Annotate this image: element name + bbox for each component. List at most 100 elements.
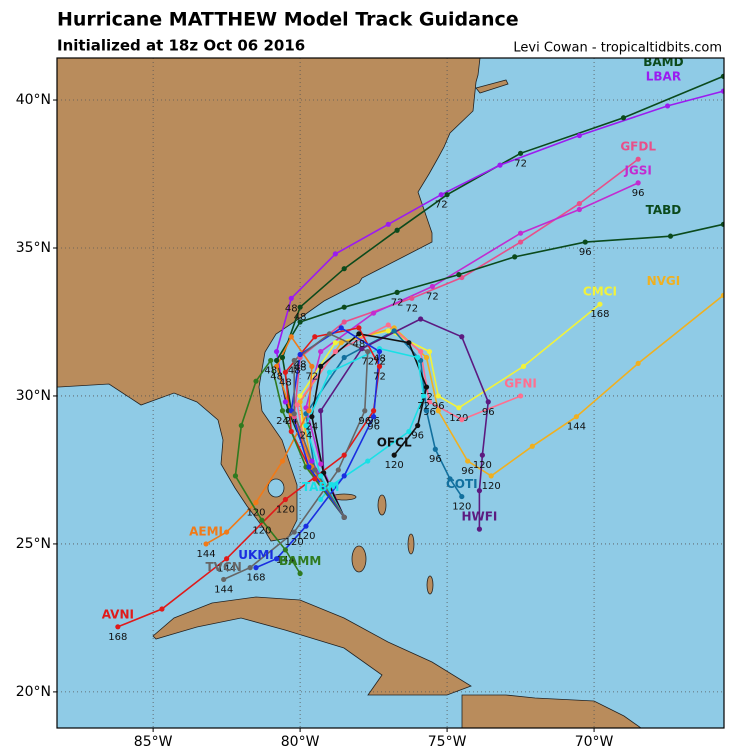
track-point <box>720 292 724 298</box>
forecast-hour: 72 <box>391 297 404 308</box>
track-point <box>297 319 303 325</box>
track-point <box>312 467 318 473</box>
track-point <box>370 408 377 414</box>
track-point <box>253 378 259 384</box>
track-point <box>115 624 121 630</box>
track-point <box>359 346 365 352</box>
track-point <box>282 399 289 405</box>
track-point <box>385 221 391 227</box>
track-point <box>667 233 674 239</box>
andros <box>351 545 367 573</box>
track-point <box>332 251 338 257</box>
track-point <box>394 289 400 295</box>
track-point <box>435 408 441 414</box>
track-point <box>426 399 433 405</box>
track-point <box>312 476 318 482</box>
track-point <box>517 230 524 236</box>
track-point <box>459 417 465 423</box>
track-point <box>391 328 397 334</box>
forecast-hour: 72 <box>426 291 439 302</box>
track-point <box>529 443 535 449</box>
track-point <box>476 488 483 494</box>
forecast-hour: 48 <box>264 365 277 376</box>
forecast-hour: 24 <box>305 422 318 433</box>
track-point <box>370 310 377 316</box>
lon-tick-label: 70°W <box>575 734 614 750</box>
track-point <box>238 422 244 429</box>
forecast-hour: 120 <box>452 502 471 513</box>
forecast-hour: 96 <box>367 422 380 433</box>
track-point <box>635 156 641 162</box>
track-point <box>356 325 362 331</box>
track-point <box>306 408 312 414</box>
track-point <box>370 414 377 420</box>
track-point <box>326 331 333 337</box>
track-point <box>297 570 303 577</box>
title: Hurricane MATTHEW Model Track Guidance <box>57 9 519 31</box>
track-point <box>303 523 309 529</box>
track-point <box>517 239 524 245</box>
forecast-hour: 72 <box>373 357 386 368</box>
track-line <box>275 223 724 518</box>
forecast-hour: 72 <box>305 371 318 382</box>
track-point <box>309 458 315 464</box>
forecast-hour: 96 <box>358 416 371 427</box>
track-point <box>444 192 450 198</box>
forecast-hour: 144 <box>214 584 233 595</box>
track-point <box>497 162 503 168</box>
forecast-hour: 48 <box>373 354 386 365</box>
track-point <box>326 369 333 375</box>
forecast-hour: 120 <box>276 505 295 516</box>
forecast-hour: 120 <box>246 507 265 518</box>
track-point <box>365 458 371 464</box>
forecast-hour: 72 <box>417 401 430 412</box>
forecast-hour: 120 <box>482 481 501 492</box>
track-point <box>394 227 400 233</box>
lat-tick-label: 20°N <box>16 684 51 700</box>
track-point <box>415 354 421 361</box>
forecast-hour: 96 <box>632 188 645 199</box>
track-point <box>291 357 297 364</box>
track-point <box>273 348 280 355</box>
track-point <box>318 348 324 355</box>
track-point <box>576 201 582 207</box>
track-point <box>456 405 462 411</box>
track-point <box>318 408 324 414</box>
model-name: COTI <box>446 477 478 491</box>
track-point <box>720 73 724 79</box>
track-point <box>576 132 582 139</box>
track-point <box>288 295 294 301</box>
track-point <box>306 464 312 470</box>
track-point <box>247 565 253 571</box>
track-point <box>279 354 286 361</box>
track-point <box>356 331 362 337</box>
forecast-hour: 120 <box>252 525 271 536</box>
track-point <box>279 408 286 414</box>
forecast-hour: 72 <box>373 371 386 382</box>
track-point <box>459 334 465 340</box>
track-point <box>291 411 297 417</box>
track-point <box>476 526 483 532</box>
forecast-hour: 72 <box>405 303 418 314</box>
forecast-hour: 72 <box>361 357 374 368</box>
track-point <box>415 422 421 429</box>
subtitle: Initialized at 18z Oct 06 2016 <box>57 37 305 55</box>
lat-tick-label: 35°N <box>16 240 51 256</box>
track-point <box>488 473 494 479</box>
forecast-hour: 120 <box>285 537 304 548</box>
track-point <box>312 334 318 340</box>
model-name: TVCN <box>206 560 242 574</box>
forecast-hour: 48 <box>294 360 307 371</box>
track-point <box>438 192 444 198</box>
track-point <box>406 428 412 435</box>
track-point <box>253 565 259 571</box>
track-point <box>341 452 347 458</box>
track-point <box>288 334 294 340</box>
track-point <box>418 348 424 355</box>
model-name: LBAR <box>646 70 681 84</box>
forecast-hour: 72 <box>420 392 433 403</box>
forecast-hour: 168 <box>246 573 265 584</box>
track-point <box>338 325 344 331</box>
forecast-hour: 96 <box>367 416 380 427</box>
model-name: OFCL <box>377 436 412 450</box>
